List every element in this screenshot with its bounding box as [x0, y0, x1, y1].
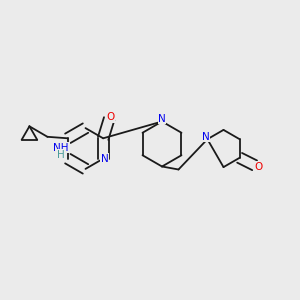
Text: H: H	[57, 149, 65, 160]
Text: NH: NH	[53, 143, 69, 153]
Text: O: O	[254, 162, 262, 172]
Text: N: N	[202, 132, 210, 142]
Text: N: N	[158, 113, 166, 124]
Text: N: N	[101, 154, 109, 164]
Text: O: O	[106, 112, 115, 122]
